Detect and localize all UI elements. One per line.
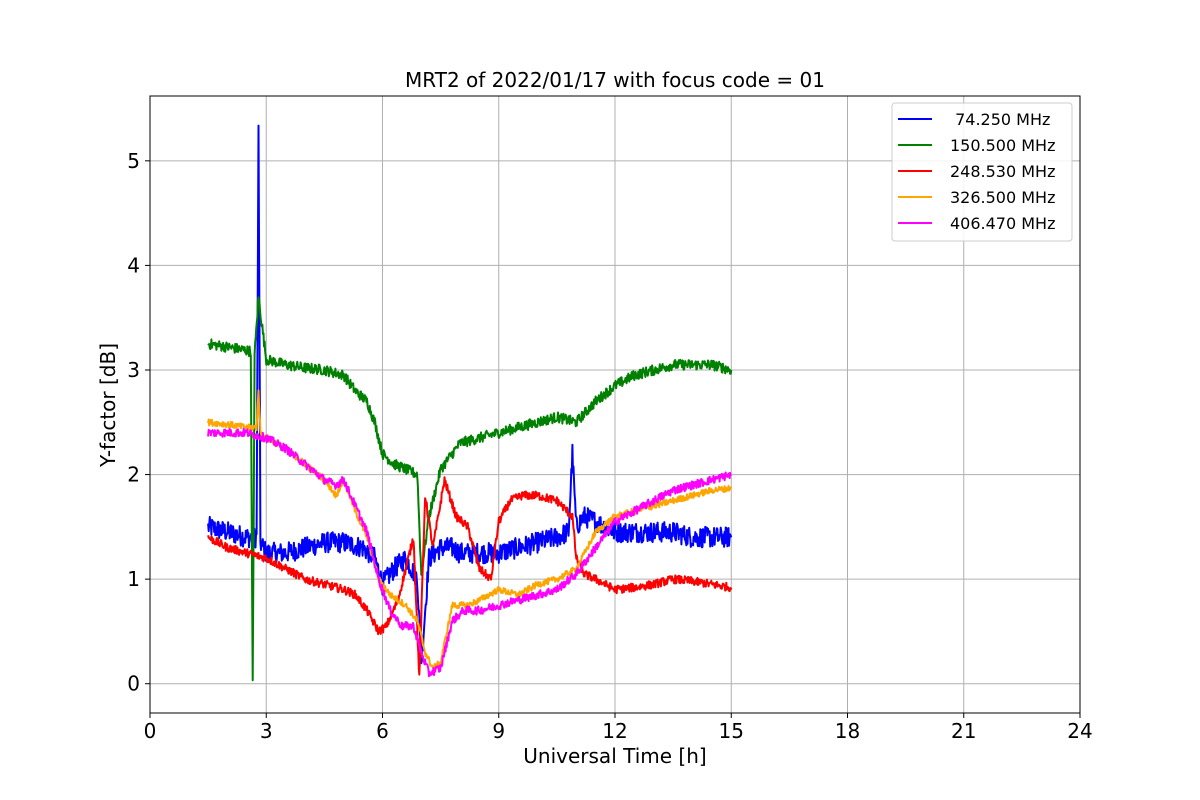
x-tick-label: 24 <box>1067 719 1092 743</box>
y-tick-label: 5 <box>127 149 140 173</box>
series-line-1 <box>207 124 733 665</box>
legend-label: 406.470 MHz <box>950 214 1055 233</box>
x-tick-label: 9 <box>492 719 505 743</box>
series-line-5 <box>207 427 732 678</box>
y-axis-label: Y-factor [dB] <box>96 343 120 468</box>
x-tick-label: 0 <box>144 719 157 743</box>
x-tick-label: 18 <box>835 719 860 743</box>
y-tick-label: 0 <box>127 672 140 696</box>
legend-label: 150.500 MHz <box>950 136 1055 155</box>
x-tick-label: 3 <box>260 719 273 743</box>
x-tick-label: 21 <box>951 719 976 743</box>
y-tick-label: 4 <box>127 253 140 277</box>
legend-label: 74.250 MHz <box>950 110 1050 129</box>
chart-title: MRT2 of 2022/01/17 with focus code = 01 <box>405 68 825 92</box>
legend-label: 326.500 MHz <box>950 188 1055 207</box>
legend-label: 248.530 MHz <box>950 162 1055 181</box>
legend: 74.250 MHz 150.500 MHz 248.530 MHz 326.500 … <box>891 102 1073 242</box>
y-tick-label: 1 <box>127 567 140 591</box>
legend-box <box>891 102 1073 242</box>
series-layer <box>207 124 733 682</box>
series-line-2 <box>207 296 733 682</box>
x-tick-label: 12 <box>602 719 627 743</box>
y-tick-label: 2 <box>127 463 140 487</box>
x-tick-label: 15 <box>719 719 744 743</box>
series-line-3 <box>207 476 733 676</box>
x-tick-label: 6 <box>376 719 389 743</box>
y-tick-label: 3 <box>127 358 140 382</box>
x-axis-label: Universal Time [h] <box>523 744 706 768</box>
